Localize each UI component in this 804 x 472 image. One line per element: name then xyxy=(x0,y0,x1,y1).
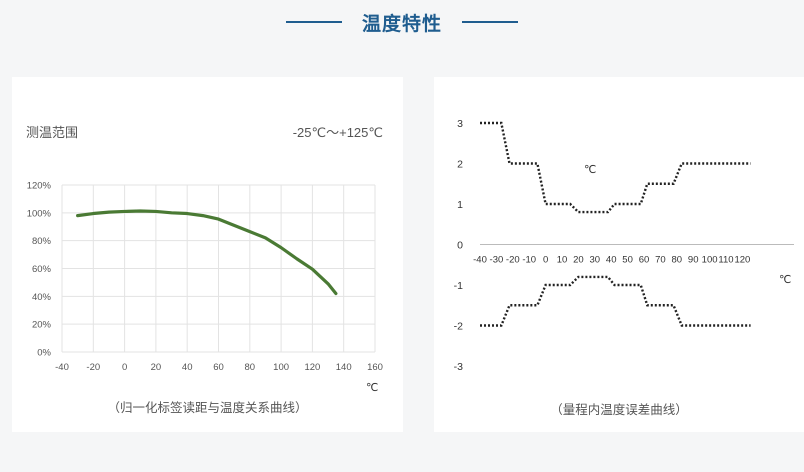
x-tick-label: 80 xyxy=(245,362,256,373)
y-tick-label: 80% xyxy=(32,236,52,247)
y-tick-label: 2 xyxy=(457,159,463,171)
right-chart-card: -3 -2 -1 0 1 2 3 -40 -30 -20 -10 0 10 20 30 40 50 60 70 80 9… xyxy=(434,77,804,432)
x-tick-label: -40 xyxy=(473,255,487,266)
y-tick-label: 0% xyxy=(37,348,51,359)
y-tick-label: 20% xyxy=(32,320,52,331)
x-tick-label: 30 xyxy=(590,255,601,266)
y-tick-label: 0 xyxy=(457,240,463,252)
range-value: -25℃～+125℃ xyxy=(292,125,383,140)
x-tick-label: 160 xyxy=(367,362,383,373)
x-tick-label: 50 xyxy=(622,255,633,266)
x-tick-label: 100 xyxy=(273,362,289,373)
title-line-left xyxy=(285,21,342,23)
y-tick-label: 120% xyxy=(27,181,52,192)
lower-unit-label: ℃ xyxy=(779,274,792,286)
left-chart-card: 测温范围 -25℃～+125℃ -40 -20 0 20 40 60 80 100 120 140… xyxy=(12,77,403,432)
y-tick-label: 3 xyxy=(457,118,463,130)
range-label: 测温范围 xyxy=(26,125,79,140)
read-distance-line xyxy=(76,209,338,296)
y-tick-label: 40% xyxy=(32,292,52,303)
x-tick-label: 120 xyxy=(304,362,320,373)
section-title: 温度特性 xyxy=(361,13,442,35)
upper-unit-label: ℃ xyxy=(584,164,597,176)
x-tick-label: 70 xyxy=(655,255,666,266)
right-chart-caption: （量程内温度误差曲线） xyxy=(550,403,688,417)
x-tick-label: -40 xyxy=(55,362,69,373)
x-tick-label: 100 xyxy=(702,255,718,266)
y-tick-label: -3 xyxy=(454,361,463,373)
normalized-read-distance-chart: -40 -20 0 20 40 60 80 100 120 140 160 0% 20% 40% 60% 80… xyxy=(27,181,383,374)
section-header: 温度特性 xyxy=(0,0,804,44)
left-chart-caption: （归一化标签读距与温度关系曲线） xyxy=(107,401,308,415)
x-tick-label: 90 xyxy=(688,255,699,266)
x-tick-label: -20 xyxy=(86,362,100,373)
x-tick-label: -10 xyxy=(522,255,536,266)
x-tick-label: 0 xyxy=(543,255,548,266)
y-tick-label: -1 xyxy=(454,280,463,292)
title-line-right xyxy=(462,21,518,23)
y-tick-label: 100% xyxy=(27,208,52,219)
upper-error-line xyxy=(480,121,751,214)
x-unit-label: ℃ xyxy=(366,382,379,394)
x-tick-label: 140 xyxy=(336,362,352,373)
x-tick-label: 80 xyxy=(672,255,683,266)
lower-error-line xyxy=(480,275,751,327)
x-tick-label: 20 xyxy=(573,255,584,266)
x-tick-label: -30 xyxy=(490,255,504,266)
x-tick-label: -20 xyxy=(506,255,520,266)
y-tick-label: -2 xyxy=(454,321,463,333)
x-tick-label: 40 xyxy=(606,255,617,266)
x-tick-label: 110 xyxy=(718,255,733,266)
x-tick-label: 0 xyxy=(122,362,127,373)
x-tick-label: 20 xyxy=(151,362,162,373)
x-tick-label: 10 xyxy=(557,255,568,266)
x-tick-label: 120 xyxy=(734,255,750,266)
x-tick-label: 60 xyxy=(213,362,224,373)
x-tick-label: 40 xyxy=(182,362,193,373)
y-tick-label: 1 xyxy=(457,199,463,211)
y-tick-label: 60% xyxy=(32,264,52,275)
x-tick-label: 60 xyxy=(639,255,650,266)
